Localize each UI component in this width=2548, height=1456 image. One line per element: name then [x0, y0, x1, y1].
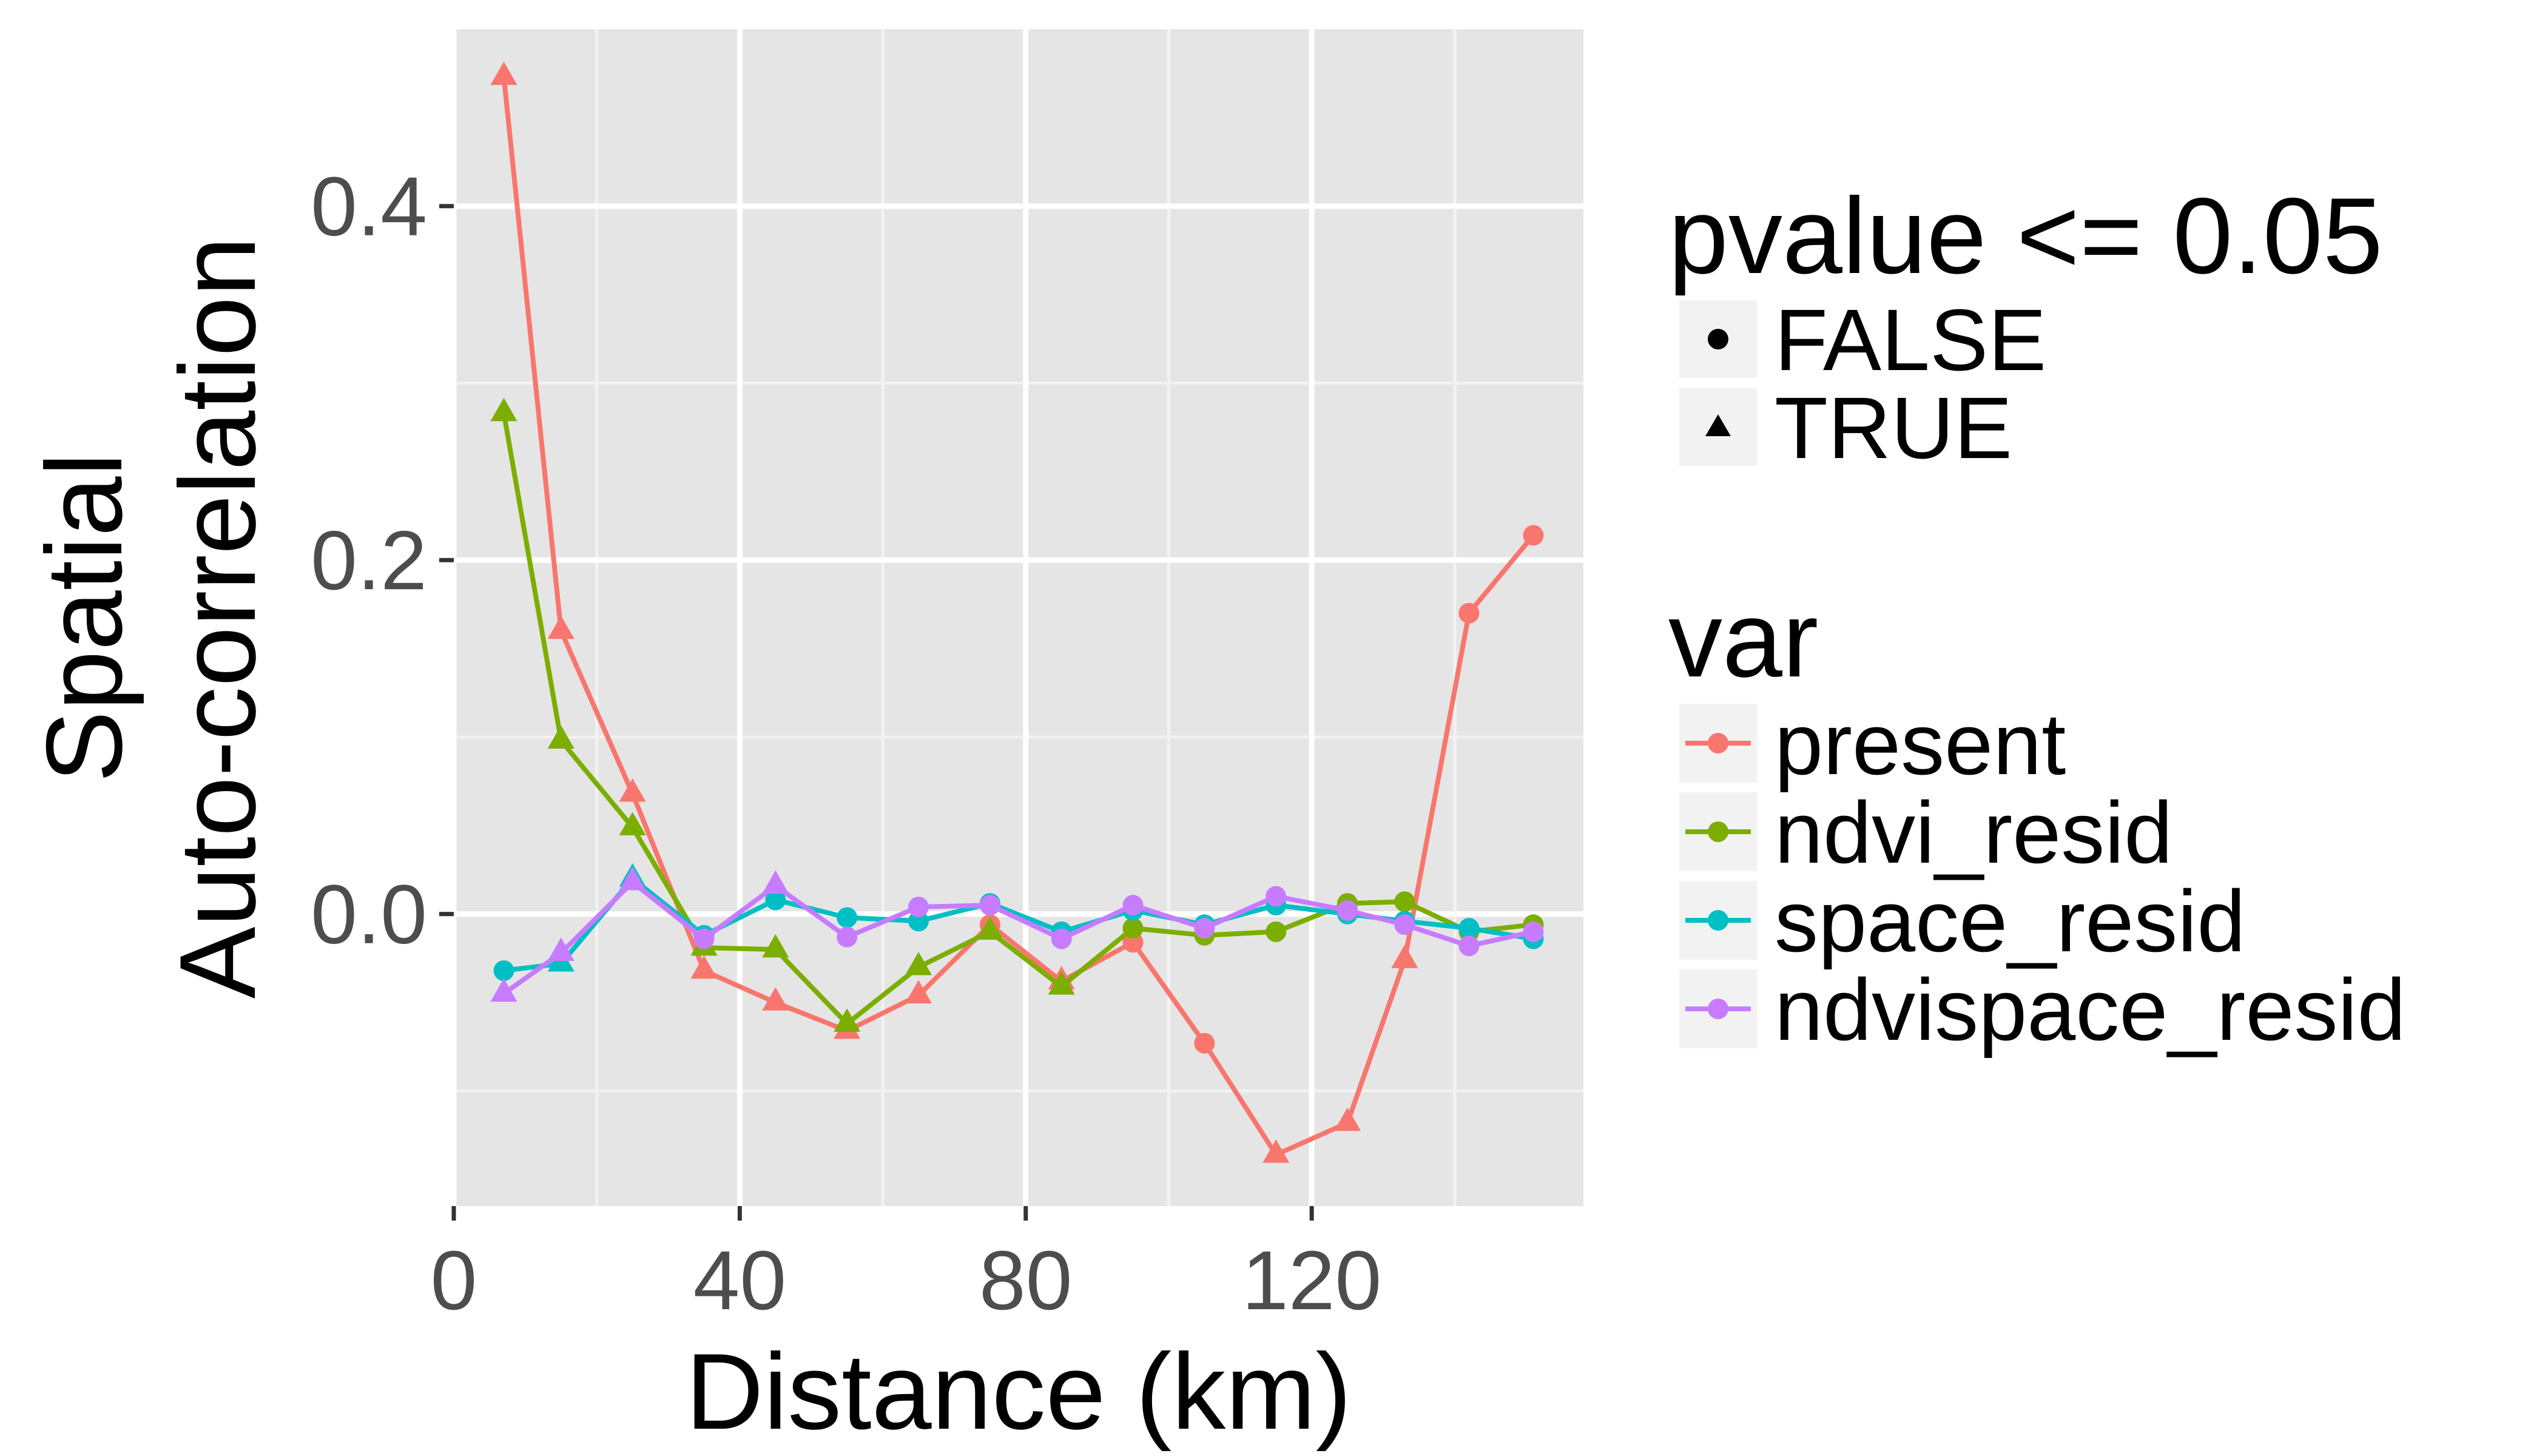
- color-legend-key-point-space-resid: [1708, 910, 1728, 931]
- shape-legend-key-false-icon: [1708, 329, 1728, 349]
- point-ndvispace-resid: [1458, 935, 1480, 957]
- point-present: [905, 980, 932, 1004]
- point-present: [490, 61, 517, 85]
- point-ndvispace-resid: [762, 870, 789, 894]
- point-space-resid: [1458, 917, 1480, 939]
- x-tick-label: 40: [693, 1234, 787, 1327]
- point-ndvispace-resid: [619, 866, 646, 891]
- point-ndvispace-resid: [1523, 921, 1544, 942]
- x-tick-label: 0: [431, 1234, 477, 1327]
- point-ndvispace-resid: [547, 937, 575, 962]
- point-ndvi-resid: [490, 397, 517, 422]
- point-ndvi-resid: [762, 934, 789, 958]
- x-axis-title: Distance (km): [686, 1331, 1352, 1452]
- color-legend: var presentndvi_residspace_residndvispac…: [1668, 579, 2406, 1059]
- point-ndvi-resid: [1122, 917, 1144, 939]
- color-legend-label-ndvi-resid: ndvi_resid: [1774, 784, 2172, 881]
- point-present: [1262, 1139, 1290, 1163]
- point-ndvispace-resid: [1194, 917, 1215, 939]
- point-ndvispace-resid: [1122, 895, 1144, 916]
- color-legend-label-ndvispace-resid: ndvispace_resid: [1774, 961, 2406, 1059]
- y-tick-label: 0.4: [311, 160, 427, 254]
- series-ndvispace-resid: [490, 866, 1544, 1002]
- y-axis-title-line-1: Spatial: [24, 453, 144, 783]
- point-present: [1391, 945, 1418, 968]
- point-ndvispace-resid: [837, 926, 858, 948]
- point-present: [1334, 1107, 1361, 1131]
- point-ndvi-resid: [976, 916, 1003, 940]
- point-present: [547, 615, 575, 639]
- color-legend-key-point-ndvi-resid: [1708, 821, 1728, 842]
- point-space-resid: [908, 911, 929, 932]
- x-tick-label: 120: [1242, 1234, 1381, 1327]
- y-tick-label: 0.0: [311, 868, 427, 962]
- series-line-present: [501, 76, 1535, 1158]
- point-present: [762, 987, 789, 1011]
- point-space-resid: [837, 907, 858, 928]
- point-present: [1194, 1033, 1215, 1054]
- point-ndvi-resid: [905, 951, 932, 976]
- plot-panel: [454, 29, 1583, 1206]
- point-ndvispace-resid: [979, 895, 1000, 916]
- color-legend-label-present: present: [1774, 695, 2066, 793]
- color-legend-key-point-ndvispace-resid: [1708, 999, 1728, 1019]
- point-ndvi-resid: [1394, 891, 1415, 912]
- point-ndvispace-resid: [908, 896, 929, 917]
- shape-legend-label-false: FALSE: [1774, 291, 2046, 389]
- point-ndvispace-resid: [1266, 886, 1287, 907]
- grid-major: [451, 29, 1583, 1206]
- point-present: [690, 955, 718, 979]
- point-present: [1523, 525, 1544, 546]
- point-ndvispace-resid: [1394, 914, 1415, 935]
- point-ndvispace-resid: [693, 928, 715, 949]
- shape-legend: pvalue <= 0.05 FALSE TRUE: [1668, 175, 2383, 477]
- x-tick-label: 80: [979, 1234, 1073, 1327]
- point-present: [1458, 602, 1480, 624]
- series-line-ndvispace-resid: [502, 880, 1534, 996]
- point-space-resid: [493, 960, 514, 981]
- series-ndvi-resid: [490, 397, 1544, 1032]
- series-line-ndvi-resid: [501, 413, 1534, 1026]
- point-present: [619, 778, 646, 802]
- color-legend-title: var: [1668, 579, 1818, 699]
- series-layer: [490, 61, 1544, 1163]
- point-ndvi-resid: [834, 1008, 861, 1032]
- point-ndvi-resid: [1048, 971, 1075, 995]
- point-space-resid: [765, 889, 786, 911]
- shape-legend-title: pvalue <= 0.05: [1668, 175, 2383, 296]
- grid-minor: [454, 29, 1583, 1206]
- y-axis-title-line-2: Auto-correlation: [157, 237, 278, 999]
- y-axis: 0.0 0.2 0.4: [311, 160, 454, 962]
- y-tick-label: 0.2: [311, 514, 427, 607]
- series-present: [490, 61, 1544, 1163]
- color-legend-label-space-resid: space_resid: [1774, 872, 2245, 970]
- x-axis: 0 40 80 120: [431, 1206, 1381, 1327]
- point-ndvispace-resid: [1337, 900, 1358, 921]
- point-ndvispace-resid: [1051, 928, 1072, 949]
- point-ndvi-resid: [547, 725, 575, 749]
- point-ndvi-resid: [1266, 921, 1287, 942]
- point-ndvi-resid: [619, 812, 646, 835]
- shape-legend-key-true-icon: [1705, 414, 1731, 436]
- point-present: [1122, 932, 1144, 953]
- color-legend-key-point-present: [1708, 733, 1728, 753]
- point-ndvispace-resid: [490, 978, 517, 1002]
- shape-legend-label-true: TRUE: [1774, 379, 2012, 477]
